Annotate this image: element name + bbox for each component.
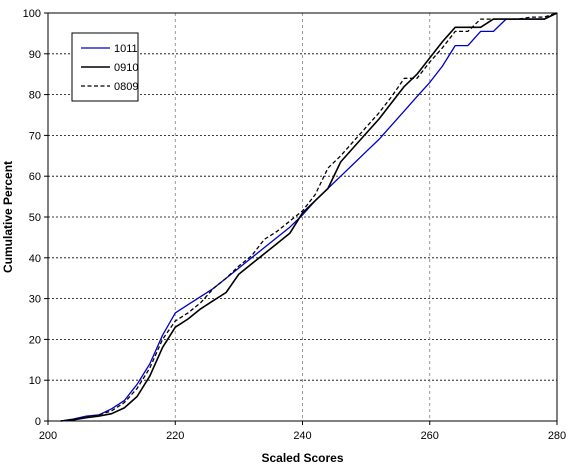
series-lines [60,12,558,422]
y-tick-label: 90 [29,49,41,61]
y-tick-label: 100 [23,8,41,20]
y-tick-label: 10 [29,375,41,387]
series-line-0910 [60,12,558,422]
y-tick-label: 30 [29,294,41,306]
x-tick-label: 240 [293,430,311,442]
y-tick-label: 60 [29,171,41,183]
x-tick-label: 200 [39,430,57,442]
legend-label-0910: 0910 [114,62,138,74]
y-tick-label: 40 [29,253,41,265]
x-tick-label: 260 [421,430,439,442]
series-line-0809 [60,12,558,422]
x-tick-label: 280 [548,430,566,442]
legend: 1011 0910 0809 [71,32,139,102]
y-tick-label: 0 [35,416,41,428]
legend-label-1011: 1011 [114,43,138,55]
y-tick-label: 80 [29,90,41,102]
x-axis-title: Scaled Scores [261,451,343,465]
y-tick-label: 70 [29,130,41,142]
x-tick-label: 220 [166,430,184,442]
axis-ticks: 0 10 20 30 40 50 60 70 80 90 100 200 220 240 260 280 [23,8,567,442]
y-axis-title: Cumulative Percent [1,161,15,273]
y-tick-label: 50 [29,212,41,224]
y-tick-label: 20 [29,334,41,346]
legend-label-0809: 0809 [114,81,138,93]
